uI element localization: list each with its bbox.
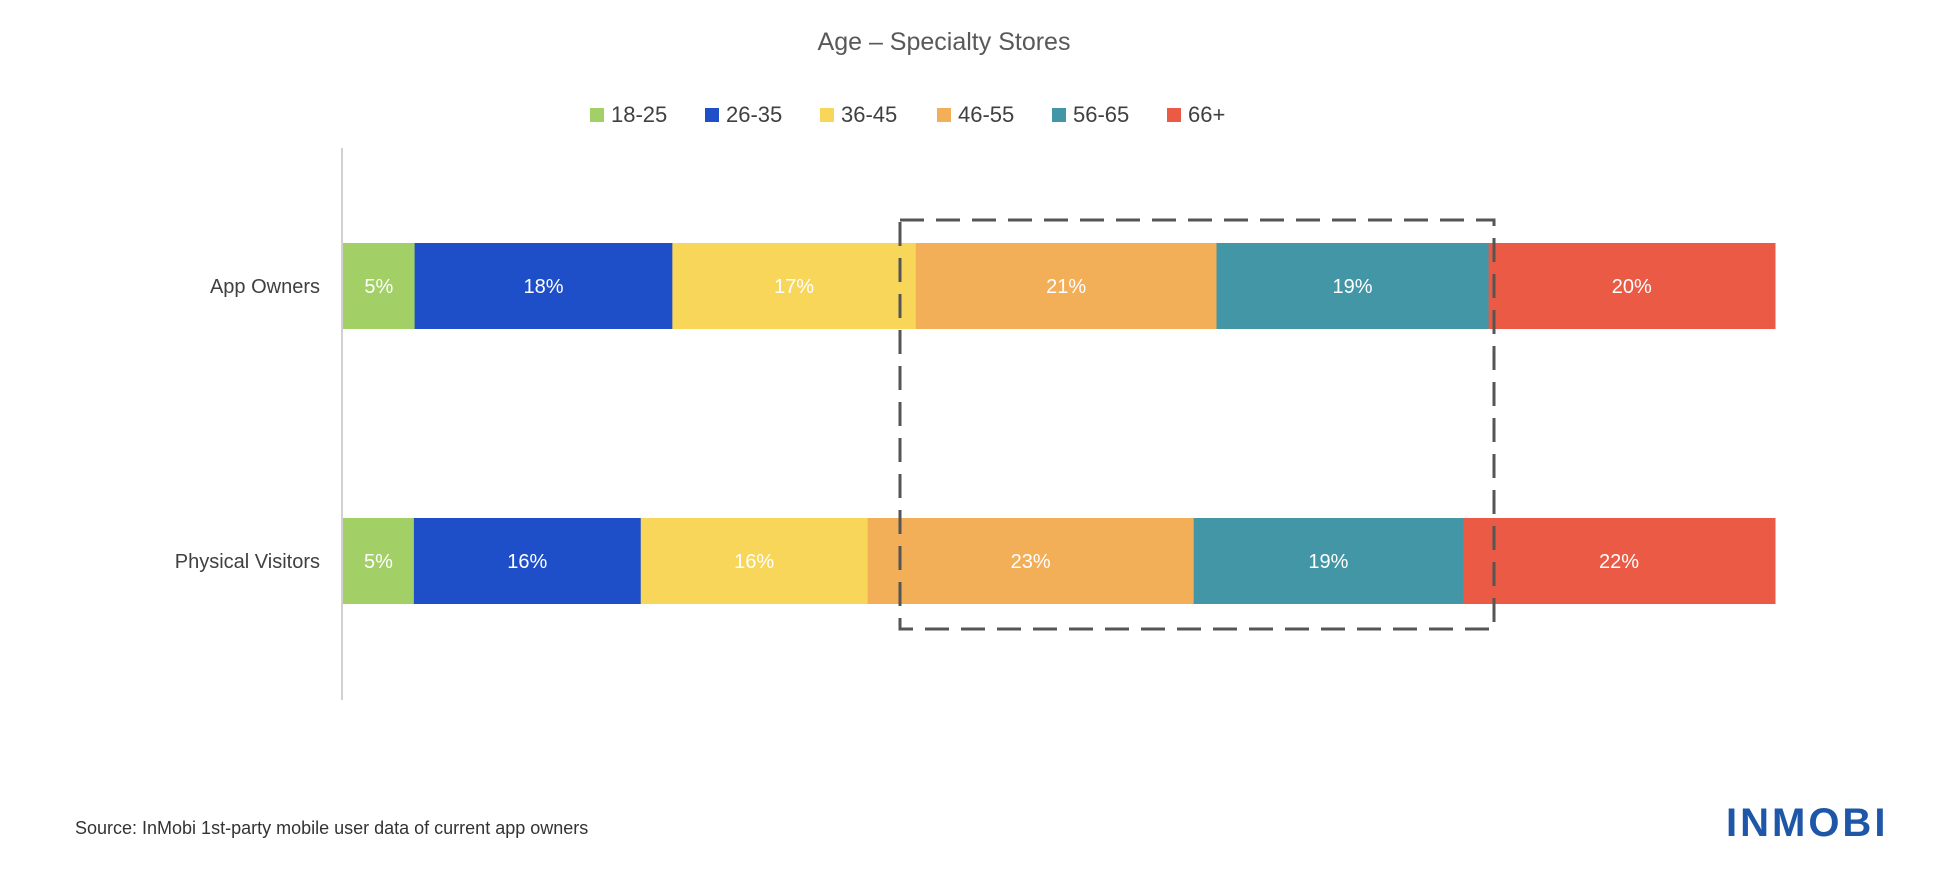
bar-app-owners-46-55 [915,243,1218,329]
data-label: 21% [1046,276,1086,298]
legend-swatch-66+ [1167,108,1181,122]
source-note: Source: InMobi 1st-party mobile user dat… [75,818,589,838]
bar-app-owners-26-35 [414,243,673,329]
data-label: 5% [364,276,393,298]
bar-physical-visitors-56-65 [1193,518,1464,604]
data-label: 5% [364,551,393,573]
bar-app-owners-66+ [1488,243,1776,329]
data-label: 22% [1599,551,1639,573]
bar-physical-visitors-46-55 [867,518,1195,604]
category-label: Physical Visitors [175,551,320,573]
legend: 18-25 26-35 36-45 46-55 56-65 66+ [590,102,1225,127]
data-label: 19% [1333,276,1373,298]
category-label: App Owners [210,276,320,298]
data-label: 19% [1308,551,1348,573]
data-label: 16% [734,551,774,573]
legend-label-46-55: 46-55 [958,102,1014,127]
category-labels: App Owners Physical Visitors [175,276,320,573]
legend-swatch-18-25 [590,108,604,122]
legend-swatch-36-45 [820,108,834,122]
chart-title: Age – Specialty Stores [818,28,1071,56]
bar-app-owners-18-25 [343,243,416,329]
bar-app-owners-36-45 [672,243,917,329]
legend-label-18-25: 18-25 [611,102,667,127]
legend-swatch-26-35 [705,108,719,122]
legend-swatch-56-65 [1052,108,1066,122]
legend-label-36-45: 36-45 [841,102,897,127]
legend-label-56-65: 56-65 [1073,102,1129,127]
bar-physical-visitors-36-45 [640,518,869,604]
data-label: 23% [1011,551,1051,573]
data-label: 17% [774,276,814,298]
legend-label-66+: 66+ [1188,102,1225,127]
bar-physical-visitors-18-25 [343,518,415,604]
data-label: 20% [1612,276,1652,298]
bars: 5% 18% 17% 21% 19% 20% 5% 16% 16% 23% 19% 22% [343,243,1776,604]
bar-physical-visitors-26-35 [413,518,642,604]
legend-label-26-35: 26-35 [726,102,782,127]
legend-swatch-46-55 [937,108,951,122]
inmobi-logo-text: INMOBI [1726,801,1888,844]
data-label: 18% [523,276,563,298]
inmobi-logo: INMOBI [1726,800,1910,849]
highlight-dashed-box [898,218,1496,631]
bar-physical-visitors-66+ [1463,518,1776,604]
data-label: 16% [507,551,547,573]
bar-app-owners-56-65 [1216,243,1490,329]
